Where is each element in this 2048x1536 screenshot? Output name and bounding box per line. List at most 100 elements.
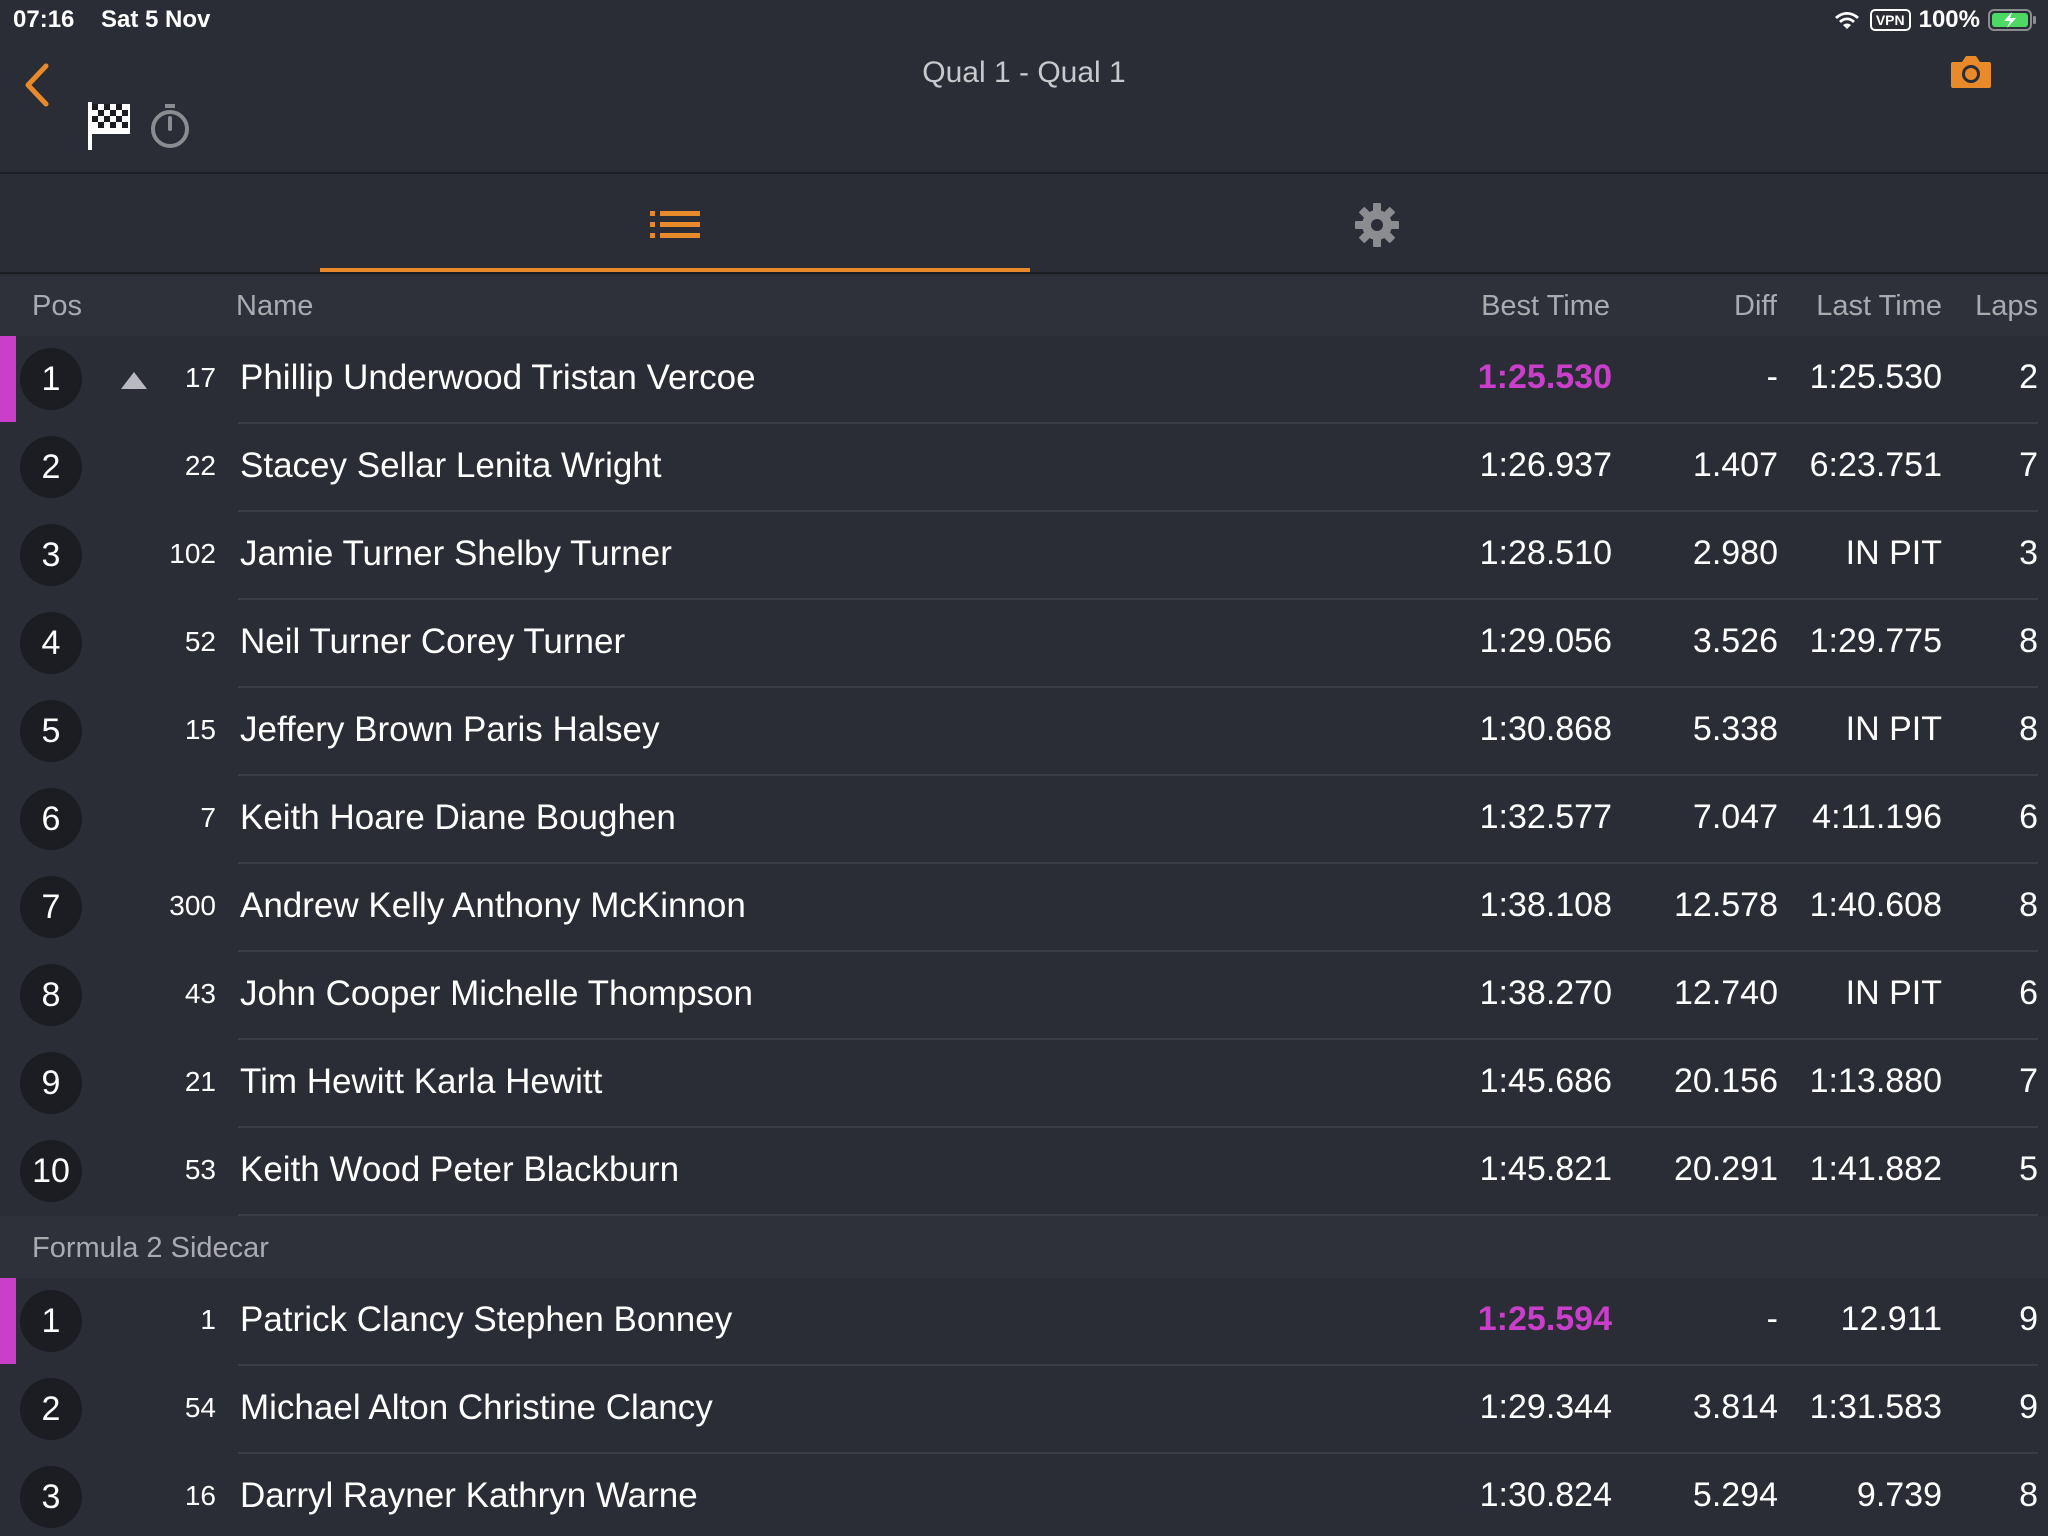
header-pos: Pos: [32, 290, 82, 322]
camera-button[interactable]: [1949, 52, 1993, 92]
wifi-icon: [1834, 12, 1859, 29]
laps: 6: [2019, 974, 2038, 1012]
car-number: 52: [184, 626, 216, 657]
back-button[interactable]: [18, 60, 58, 110]
diff: 2.980: [1692, 534, 1778, 572]
last-time: IN PIT: [1845, 710, 1942, 748]
car-number: 300: [169, 890, 216, 921]
diff: 7.047: [1692, 798, 1778, 836]
last-time: 1:13.880: [1809, 1062, 1942, 1100]
table-row[interactable]: 8 43 John Cooper Michelle Thompson 1:38.…: [0, 952, 2048, 1040]
tab-leaderboard[interactable]: [320, 176, 1030, 274]
laps: 2: [2019, 358, 2038, 396]
header-diff: Diff: [1734, 290, 1777, 322]
leader-indicator: [0, 1278, 16, 1364]
last-time: 1:41.882: [1809, 1150, 1942, 1188]
active-tab-indicator: [320, 268, 1030, 272]
last-time: IN PIT: [1845, 534, 1942, 572]
driver-name: John Cooper Michelle Thompson: [240, 974, 753, 1013]
laps: 6: [2019, 798, 2038, 836]
leader-indicator: [0, 336, 16, 422]
class-title: Formula 2 Sidecar: [32, 1232, 269, 1264]
position: 1: [20, 348, 82, 410]
diff: -: [1766, 1300, 1778, 1338]
table-row[interactable]: 3 16 Darryl Rayner Kathryn Warne 1:30.82…: [0, 1454, 2048, 1536]
best-time: 1:45.821: [1479, 1150, 1612, 1188]
table-row[interactable]: 5 15 Jeffery Brown Paris Halsey 1:30.868…: [0, 688, 2048, 776]
car-number: 53: [184, 1154, 216, 1185]
last-time: 1:40.608: [1809, 886, 1942, 924]
diff: 3.526: [1692, 622, 1778, 660]
car-number: 22: [184, 450, 216, 481]
best-time: 1:38.270: [1479, 974, 1612, 1012]
position: 1: [20, 1290, 82, 1352]
camera-icon: [1951, 56, 1991, 88]
best-time: 1:30.868: [1479, 710, 1612, 748]
position: 2: [20, 1378, 82, 1440]
last-time: 1:31.583: [1809, 1388, 1942, 1426]
driver-name: Patrick Clancy Stephen Bonney: [240, 1300, 733, 1339]
last-time: 9.739: [1856, 1476, 1942, 1514]
session-title: Qual 1 - Qual 1: [922, 56, 1126, 89]
status-date: Sat 5 Nov: [101, 6, 211, 33]
header-last-time: Last Time: [1816, 290, 1942, 322]
position: 4: [20, 612, 82, 674]
tab-bar: [0, 176, 2048, 274]
position: 8: [20, 964, 82, 1026]
table-row[interactable]: 1 17 Phillip Underwood Tristan Vercoe 1:…: [0, 336, 2048, 424]
tab-settings[interactable]: [1022, 176, 1732, 274]
car-number: 16: [184, 1480, 216, 1511]
column-header: Pos Name Best Time Diff Last Time Laps: [0, 276, 2048, 336]
table-row[interactable]: 3 102 Jamie Turner Shelby Turner 1:28.51…: [0, 512, 2048, 600]
position-up-icon: [121, 372, 147, 389]
diff: 20.291: [1674, 1150, 1778, 1188]
position: 5: [20, 700, 82, 762]
diff: 3.814: [1692, 1388, 1778, 1426]
best-time: 1:30.824: [1479, 1476, 1612, 1514]
laps: 8: [2019, 622, 2038, 660]
laps: 8: [2019, 1476, 2038, 1514]
stopwatch-icon: [151, 104, 189, 148]
position: 3: [20, 524, 82, 586]
table-row[interactable]: 2 22 Stacey Sellar Lenita Wright 1:26.93…: [0, 424, 2048, 512]
checkered-flag-icon: [88, 102, 130, 150]
diff: 12.578: [1674, 886, 1778, 924]
table-row[interactable]: 7 300 Andrew Kelly Anthony McKinnon 1:38…: [0, 864, 2048, 952]
last-time: 1:29.775: [1809, 622, 1942, 660]
list-icon: [650, 211, 700, 238]
last-time: 12.911: [1840, 1300, 1942, 1338]
last-time: 1:25.530: [1809, 358, 1942, 396]
table-row[interactable]: 2 54 Michael Alton Christine Clancy 1:29…: [0, 1366, 2048, 1454]
car-number: 7: [200, 802, 216, 833]
diff: 5.294: [1692, 1476, 1778, 1514]
driver-name: Jamie Turner Shelby Turner: [240, 534, 672, 573]
best-time: 1:25.530: [1477, 358, 1612, 396]
table-row[interactable]: 10 53 Keith Wood Peter Blackburn 1:45.82…: [0, 1128, 2048, 1216]
best-time: 1:38.108: [1479, 886, 1612, 924]
laps: 8: [2019, 886, 2038, 924]
car-number: 102: [169, 538, 216, 569]
diff: -: [1766, 358, 1778, 396]
diff: 5.338: [1692, 710, 1778, 748]
status-time: 07:16: [13, 6, 75, 33]
laps: 3: [2019, 534, 2038, 572]
table-row[interactable]: 4 52 Neil Turner Corey Turner 1:29.056 3…: [0, 600, 2048, 688]
driver-name: Phillip Underwood Tristan Vercoe: [240, 358, 756, 397]
header-laps: Laps: [1975, 290, 2038, 322]
status-indicators: VPN 100%: [1832, 6, 2038, 34]
position: 6: [20, 788, 82, 850]
battery-charging-icon: [1988, 9, 2036, 31]
best-time: 1:32.577: [1479, 798, 1612, 836]
last-time: IN PIT: [1845, 974, 1942, 1012]
driver-name: Michael Alton Christine Clancy: [240, 1388, 713, 1427]
last-time: 6:23.751: [1809, 446, 1942, 484]
header-best-time: Best Time: [1481, 290, 1610, 322]
vpn-badge: VPN: [1869, 9, 1911, 31]
diff: 20.156: [1674, 1062, 1778, 1100]
table-row[interactable]: 6 7 Keith Hoare Diane Boughen 1:32.577 7…: [0, 776, 2048, 864]
driver-name: Keith Wood Peter Blackburn: [240, 1150, 680, 1189]
table-row[interactable]: 1 1 Patrick Clancy Stephen Bonney 1:25.5…: [0, 1278, 2048, 1366]
table-row[interactable]: 9 21 Tim Hewitt Karla Hewitt 1:45.686 20…: [0, 1040, 2048, 1128]
position: 7: [20, 876, 82, 938]
header-name: Name: [236, 290, 314, 322]
